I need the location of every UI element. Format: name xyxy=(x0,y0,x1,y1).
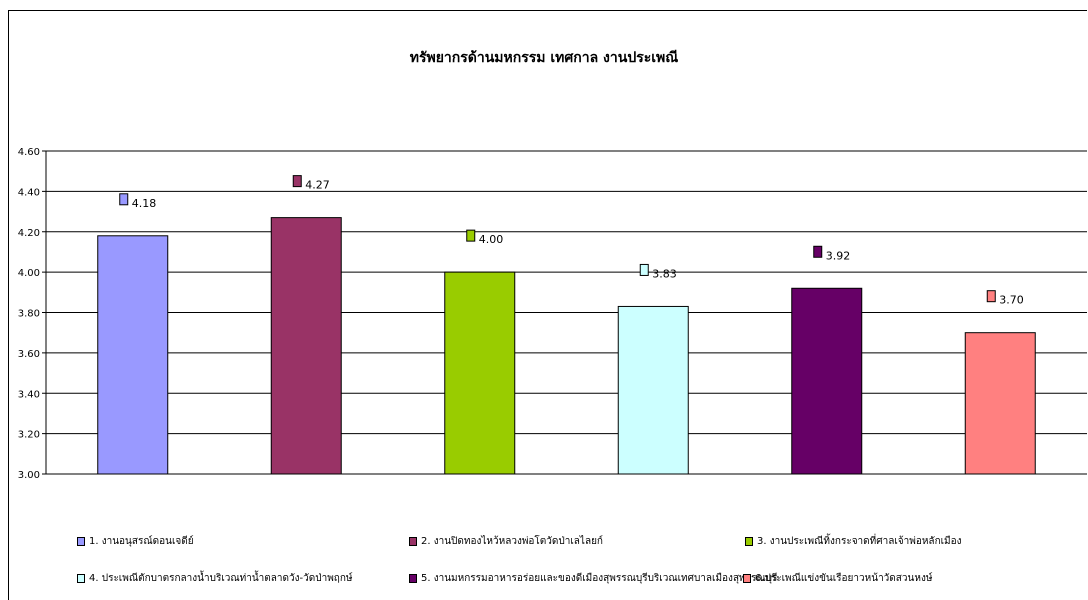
legend-swatch-6 xyxy=(743,574,751,583)
legend-item-5: 5. งานมหกรรมอาหารอร่อยและของดีเมืองสุพรร… xyxy=(409,571,777,586)
data-label-3: 4.00 xyxy=(479,233,504,246)
legend-item-1: 1. งานอนุสรณ์ดอนเจดีย์ xyxy=(77,534,194,549)
bar-4 xyxy=(617,305,689,475)
chart-title: ทรัพยากรด้านมหกรรม เทศกาล งานประเพณี xyxy=(409,50,679,66)
legend-swatch-5 xyxy=(409,574,417,583)
legend-swatch-4 xyxy=(77,574,85,583)
legend-swatch-2 xyxy=(409,537,417,546)
data-label-marker-6 xyxy=(986,290,996,303)
bar-5 xyxy=(791,287,863,475)
legend-swatch-3 xyxy=(745,537,753,546)
y-tick-label: 3.40 xyxy=(18,389,40,400)
data-label-4: 3.83 xyxy=(652,267,677,280)
legend-item-4: 4. ประเพณีตักบาตรกลางน้ำบริเวณท่าน้ำตลาด… xyxy=(77,571,353,586)
legend-label-2: 2. งานปิดทองไหว้หลวงพ่อโตวัดป่าเลไลยก์ xyxy=(421,536,603,547)
y-tick-label: 3.80 xyxy=(18,309,40,320)
data-label-1: 4.18 xyxy=(132,197,157,210)
legend-label-4: 4. ประเพณีตักบาตรกลางน้ำบริเวณท่าน้ำตลาด… xyxy=(89,573,353,584)
legend-label-1: 1. งานอนุสรณ์ดอนเจดีย์ xyxy=(89,536,194,547)
bar-1 xyxy=(97,235,169,475)
y-tick-label: 4.00 xyxy=(18,268,40,279)
data-label-marker-3 xyxy=(466,229,476,242)
data-label-marker-2 xyxy=(292,175,302,188)
data-label-marker-4 xyxy=(639,263,649,276)
y-tick-label: 3.20 xyxy=(18,430,40,441)
data-label-2: 4.27 xyxy=(305,179,330,192)
data-label-5: 3.92 xyxy=(826,249,851,262)
y-tick-label: 4.40 xyxy=(18,187,40,198)
legend-label-3: 3. งานประเพณีทิ้งกระจาดที่ศาลเจ้าพ่อหลัก… xyxy=(757,536,962,547)
y-tick-label: 4.20 xyxy=(18,228,40,239)
data-label-6: 3.70 xyxy=(999,294,1024,307)
legend-label-5: 5. งานมหกรรมอาหารอร่อยและของดีเมืองสุพรร… xyxy=(421,573,778,584)
bar-3 xyxy=(444,271,516,475)
y-tick-label: 3.60 xyxy=(18,349,40,360)
bar-2 xyxy=(270,217,342,475)
legend-swatch-1 xyxy=(77,537,85,546)
bar-6 xyxy=(964,332,1036,475)
y-tick-label: 3.00 xyxy=(18,470,40,481)
data-label-marker-1 xyxy=(119,193,129,206)
legend-label-6: 6.ประเพณีแข่งขันเรือยาวหน้าวัดสวนหงษ์ xyxy=(755,573,933,584)
legend-item-3: 3. งานประเพณีทิ้งกระจาดที่ศาลเจ้าพ่อหลัก… xyxy=(745,534,962,549)
data-label-marker-5 xyxy=(813,245,823,258)
legend-item-2: 2. งานปิดทองไหว้หลวงพ่อโตวัดป่าเลไลยก์ xyxy=(409,534,603,549)
chart-frame xyxy=(8,10,1087,600)
legend-item-6: 6.ประเพณีแข่งขันเรือยาวหน้าวัดสวนหงษ์ xyxy=(743,571,932,586)
y-tick-label: 4.60 xyxy=(18,147,40,158)
